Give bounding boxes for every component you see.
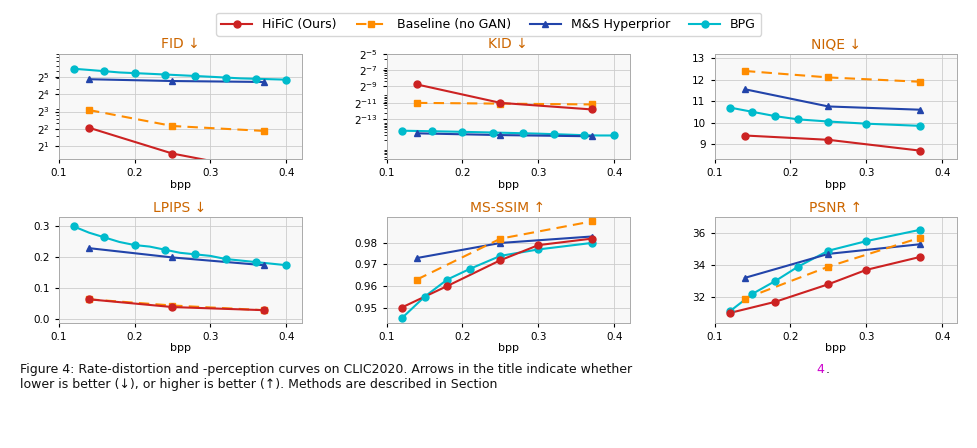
Title: KID ↓: KID ↓	[488, 37, 528, 51]
X-axis label: bpp: bpp	[497, 343, 519, 353]
Title: LPIPS ↓: LPIPS ↓	[153, 201, 207, 215]
Text: .: .	[826, 363, 829, 376]
Title: MS-SSIM ↑: MS-SSIM ↑	[471, 201, 545, 215]
X-axis label: bpp: bpp	[497, 180, 519, 190]
Text: 4: 4	[817, 363, 825, 376]
Legend: HiFiC (Ours), Baseline (no GAN), M&S Hyperprior, BPG: HiFiC (Ours), Baseline (no GAN), M&S Hyp…	[216, 13, 761, 36]
X-axis label: bpp: bpp	[826, 343, 846, 353]
Title: PSNR ↑: PSNR ↑	[809, 201, 863, 215]
Text: Figure 4: Rate-distortion and -perception curves on CLIC2020. Arrows in the titl: Figure 4: Rate-distortion and -perceptio…	[20, 363, 632, 391]
X-axis label: bpp: bpp	[826, 180, 846, 190]
X-axis label: bpp: bpp	[170, 343, 191, 353]
Title: FID ↓: FID ↓	[160, 37, 199, 51]
Title: NIQE ↓: NIQE ↓	[811, 37, 861, 51]
X-axis label: bpp: bpp	[170, 180, 191, 190]
